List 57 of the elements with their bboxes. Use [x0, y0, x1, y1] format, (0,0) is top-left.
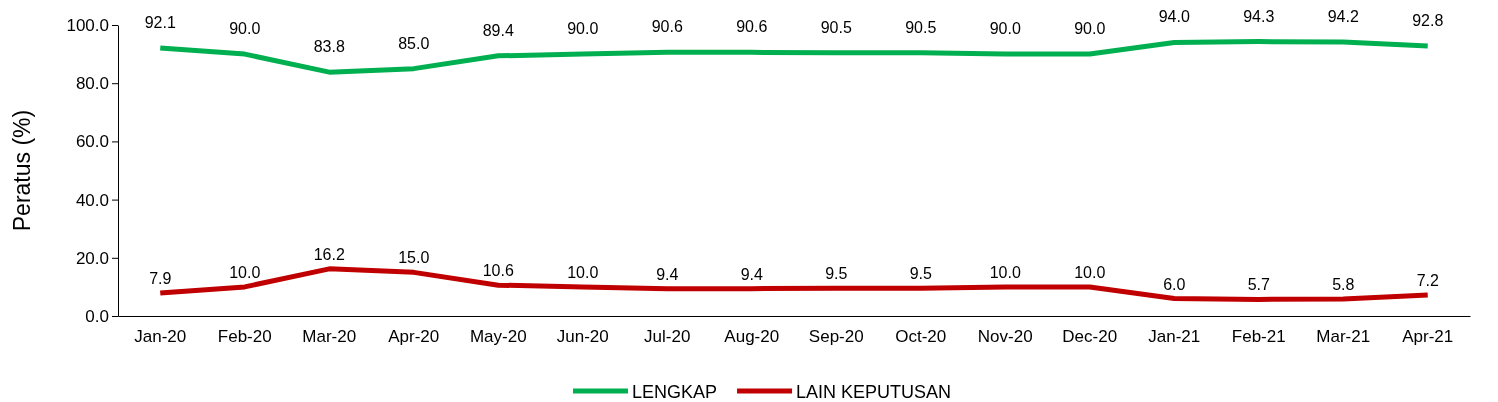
data-label: 83.8 [313, 38, 345, 56]
data-label: 7.2 [1416, 272, 1439, 290]
x-tick-label: Mar-20 [302, 327, 357, 347]
data-label: 92.1 [144, 13, 176, 31]
y-tick-label: 40.0 [75, 190, 109, 210]
x-tick-label: Mar-21 [1316, 327, 1371, 347]
y-tick-label: 80.0 [75, 74, 109, 94]
data-label: 90.0 [229, 20, 261, 38]
data-label: 90.0 [989, 20, 1021, 38]
x-tick-label: Jan-20 [134, 327, 187, 347]
x-tick-label: Jan-21 [1148, 327, 1201, 347]
data-label: 5.7 [1247, 276, 1270, 294]
x-tick-label: Apr-21 [1402, 327, 1454, 347]
data-label: 92.8 [1412, 11, 1444, 29]
data-label: 89.4 [482, 21, 514, 39]
data-label: 90.5 [820, 18, 852, 36]
data-label: 9.5 [909, 265, 932, 283]
data-label: 10.0 [567, 263, 599, 281]
data-label: 10.0 [229, 263, 261, 281]
data-label: 10.6 [482, 262, 514, 280]
data-label: 9.4 [740, 265, 763, 283]
x-tick-label: May-20 [469, 327, 527, 347]
data-label: 85.0 [398, 34, 430, 52]
data-label: 15.0 [398, 249, 430, 267]
x-tick-label: Apr-20 [388, 327, 440, 347]
data-label: 94.3 [1243, 7, 1275, 25]
y-tick-label: 0.0 [85, 306, 109, 326]
data-label: 10.0 [989, 263, 1021, 281]
data-label: 10.0 [1074, 263, 1106, 281]
data-label: 9.4 [656, 265, 679, 283]
data-label: 90.0 [567, 20, 599, 38]
x-tick-label: Aug-20 [724, 327, 780, 347]
legend-label: LENGKAP [632, 382, 718, 402]
data-label: 6.0 [1163, 275, 1186, 293]
x-tick-label: Jun-20 [556, 327, 609, 347]
data-label: 90.0 [1074, 20, 1106, 38]
x-tick-label: Feb-21 [1231, 327, 1286, 347]
data-label: 16.2 [313, 245, 345, 263]
data-label: 94.0 [1158, 8, 1190, 26]
x-tick-label: Nov-20 [977, 327, 1033, 347]
y-tick-label: 60.0 [75, 132, 109, 152]
data-label: 7.9 [149, 270, 172, 288]
data-label: 90.6 [651, 18, 683, 36]
x-tick-label: Sep-20 [808, 327, 864, 347]
data-label: 90.5 [905, 18, 937, 36]
x-tick-label: Feb-20 [217, 327, 272, 347]
y-tick-label: 20.0 [75, 248, 109, 268]
x-tick-label: Dec-20 [1062, 327, 1118, 347]
data-label: 5.8 [1332, 276, 1355, 294]
legend-label: LAIN KEPUTUSAN [796, 382, 952, 402]
y-tick-label: 100.0 [66, 15, 109, 35]
x-tick-label: Oct-20 [895, 327, 947, 347]
data-label: 94.2 [1327, 7, 1359, 25]
x-tick-label: Jul-20 [644, 327, 691, 347]
data-label: 90.6 [736, 18, 768, 36]
y-axis-title: Peratus (%) [9, 109, 35, 232]
data-label: 9.5 [825, 265, 848, 283]
